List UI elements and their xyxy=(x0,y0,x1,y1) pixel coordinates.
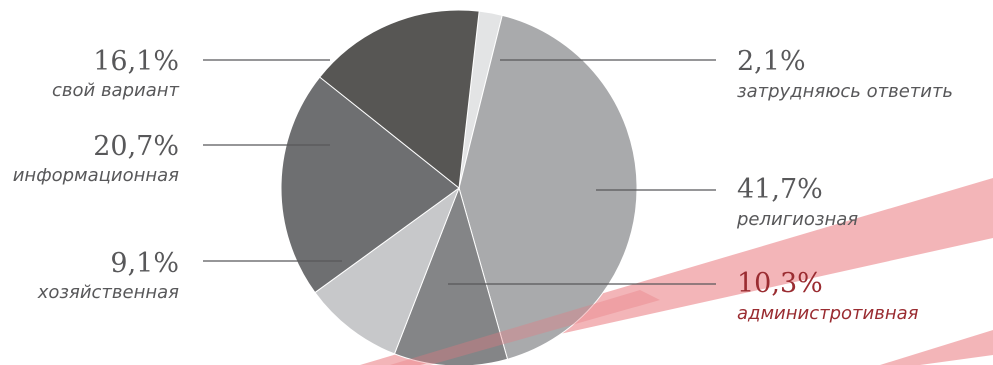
slice-value-label: 41,7% xyxy=(737,174,823,205)
slice-value-label: 16,1% xyxy=(93,46,179,77)
slice-category-label: хозяйственная xyxy=(37,282,179,303)
slice-category-label: информационная xyxy=(13,165,179,186)
slice-labels: 2,1% затрудняюсь ответить 41,7% религиозная… xyxy=(13,46,953,324)
slice-category-label: затрудняюсь ответить xyxy=(737,81,953,102)
slice-category-label: религиозная xyxy=(736,209,858,230)
pie-slice xyxy=(314,186,461,355)
slice-value-label: 9,1% xyxy=(110,248,179,279)
slice-value-label: 20,7% xyxy=(93,131,179,162)
pie-slice xyxy=(458,14,638,360)
slice-category-label: свой вариант xyxy=(52,80,179,101)
pie-slice xyxy=(280,76,460,294)
pie-slice xyxy=(393,186,509,365)
pie-slices xyxy=(280,9,638,365)
slice-value-label: 10,3% xyxy=(737,268,823,299)
stamp-stripe xyxy=(880,330,993,365)
stamp-stripe-front xyxy=(390,290,660,365)
red-stamp-overlay-front xyxy=(390,290,660,365)
leader-lines xyxy=(203,59,716,285)
pie-slice xyxy=(319,9,480,189)
slice-value-label: 2,1% xyxy=(737,46,806,77)
slice-category-label: администротивная xyxy=(737,303,919,324)
